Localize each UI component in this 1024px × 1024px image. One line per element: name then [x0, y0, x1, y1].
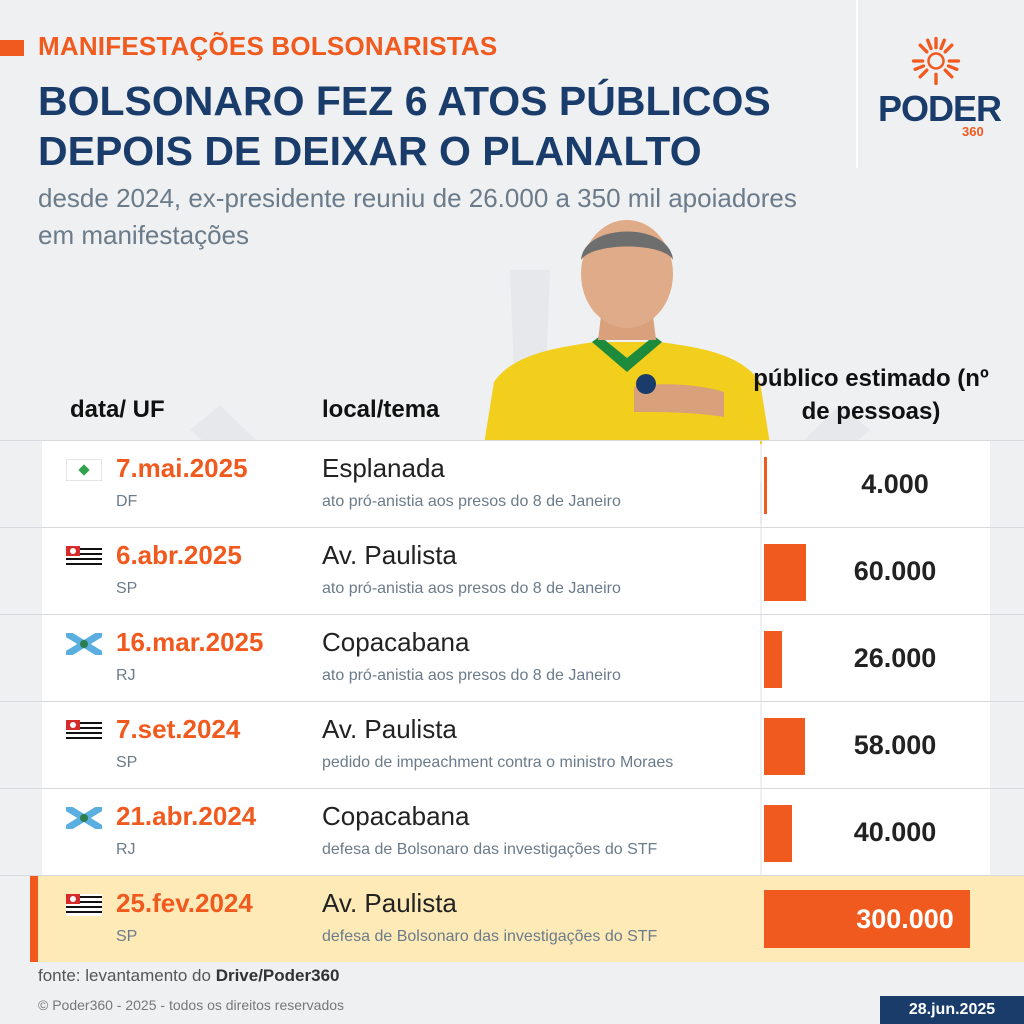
logo-number: 360 [962, 124, 984, 139]
row-date: 7.set.2024 [116, 714, 241, 744]
copyright: © Poder360 - 2025 - todos os direitos re… [38, 997, 345, 1013]
table-row: 16.mar.2025 RJ Copacabana ato pró-anistia a… [0, 614, 1024, 701]
subtitle: desde 2024, ex-presidente reuniu de 26.0… [38, 183, 797, 250]
value-bar [764, 544, 806, 601]
row-topic: ato pró-anistia aos presos do 8 de Janei… [322, 667, 621, 684]
row-place: Copacabana [322, 801, 470, 831]
row-background [42, 876, 760, 962]
row-date: 7.mai.2025 [116, 453, 248, 483]
df-flag-icon [66, 459, 102, 481]
row-value: 4.000 [861, 469, 929, 499]
kicker: MANIFESTAÇÕES BOLSONARISTAS [38, 31, 498, 61]
rj-flag-icon [66, 633, 102, 655]
row-topic: defesa de Bolsonaro das investigações do… [322, 928, 658, 945]
row-place: Av. Paulista [322, 540, 457, 570]
row-background [42, 441, 760, 527]
row-date: 6.abr.2025 [116, 540, 242, 570]
table-row: 7.set.2024 SP Av. Paulista pedido de impeac… [0, 701, 1024, 788]
row-background [42, 528, 760, 614]
page-title: BOLSONARO FEZ 6 ATOS PÚBLICOS DEPOIS DE … [38, 78, 771, 174]
row-topic: ato pró-anistia aos presos do 8 de Janei… [322, 580, 621, 597]
value-background [762, 789, 990, 875]
row-topic: pedido de impeachment contra o ministro … [322, 754, 674, 771]
row-uf: SP [116, 580, 138, 597]
row-value: 26.000 [853, 643, 937, 673]
value-background [762, 615, 990, 701]
row-value: 300.000 [856, 904, 954, 934]
row-uf: RJ [116, 667, 136, 684]
highlight-strip [30, 876, 38, 962]
row-value: 60.000 [853, 556, 937, 586]
row-uf: DF [116, 493, 138, 510]
rj-flag-icon [66, 807, 102, 829]
sp-flag-icon [66, 720, 102, 742]
row-background [42, 702, 760, 788]
row-place: Av. Paulista [322, 888, 457, 918]
sun-logo-icon [911, 36, 961, 86]
row-uf: SP [116, 928, 138, 945]
table-row: 21.abr.2024 RJ Copacabana defesa de Bolsona… [0, 788, 1024, 875]
row-value: 40.000 [853, 817, 937, 847]
row-topic: ato pró-anistia aos presos do 8 de Janei… [322, 493, 621, 510]
row-value: 58.000 [853, 730, 937, 760]
header-divider [856, 0, 858, 168]
table-row: 6.abr.2025 SP Av. Paulista ato pró-anistia … [0, 527, 1024, 614]
row-uf: RJ [116, 841, 136, 858]
value-bar [764, 805, 792, 862]
row-background [42, 789, 760, 875]
row-date: 21.abr.2024 [116, 801, 257, 831]
publication-date: 28.jun.2025 [880, 996, 1024, 1024]
row-background [42, 615, 760, 701]
table-row: 25.fev.2024 SP Av. Paulista defesa de Bolso… [0, 875, 1024, 962]
column-header-public: público estimado (nº de pessoas) [753, 365, 989, 425]
logo-text: PODER [878, 88, 1002, 129]
kicker-accent-bar [0, 40, 24, 56]
value-bar [764, 457, 767, 514]
column-header-local: local/tema [322, 396, 440, 423]
sp-flag-icon [66, 894, 102, 916]
row-date: 16.mar.2025 [116, 627, 264, 657]
poder360-logo: PODER 360 [878, 36, 1002, 144]
table-row: 7.mai.2025 DF Esplanada ato pró-anistia aos… [0, 440, 1024, 527]
source-note: fonte: levantamento do Drive/Poder360 [38, 966, 340, 985]
column-header-date: data/ UF [70, 396, 165, 423]
bolsonaro-photo [484, 220, 770, 444]
row-date: 25.fev.2024 [116, 888, 253, 918]
value-bar [764, 890, 970, 948]
row-place: Copacabana [322, 627, 470, 657]
row-place: Av. Paulista [322, 714, 457, 744]
value-bar [764, 631, 783, 688]
value-bar [764, 718, 805, 775]
row-place: Esplanada [322, 453, 445, 483]
row-topic: defesa de Bolsonaro das investigações do… [322, 841, 658, 858]
value-background [762, 441, 990, 527]
row-uf: SP [116, 754, 138, 771]
sp-flag-icon [66, 546, 102, 568]
